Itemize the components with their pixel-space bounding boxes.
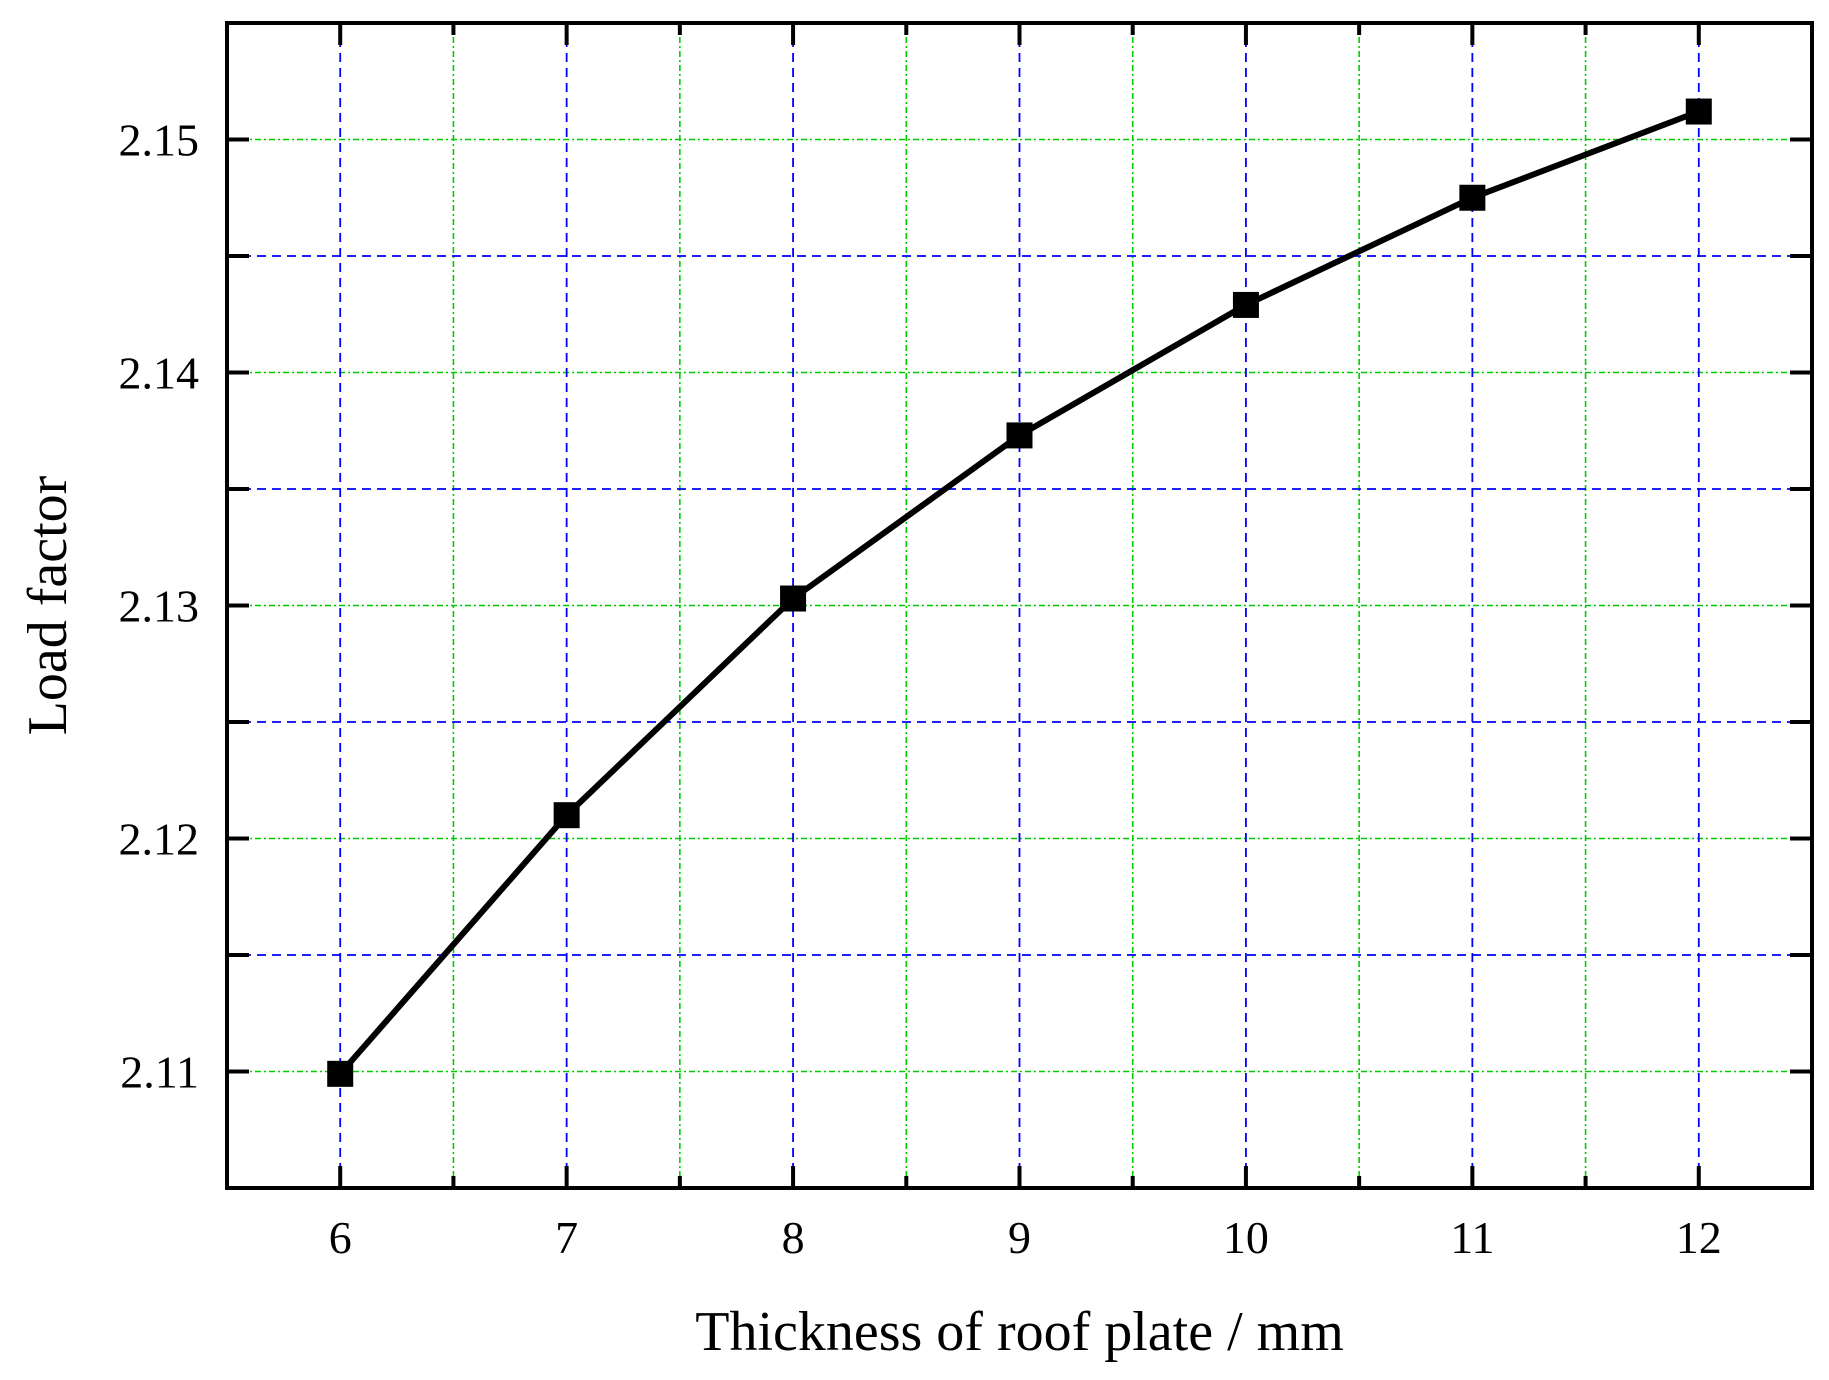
data-point-marker xyxy=(1459,184,1486,211)
y-tick-label: 2.15 xyxy=(119,115,200,166)
x-tick-label: 11 xyxy=(1450,1212,1494,1263)
y-tick-label: 2.12 xyxy=(119,814,200,865)
x-tick-label: 7 xyxy=(555,1212,578,1263)
x-axis-title: Thickness of roof plate / mm xyxy=(695,1301,1344,1363)
y-axis-title: Load factor xyxy=(17,475,79,735)
x-tick-label: 8 xyxy=(782,1212,805,1263)
data-series xyxy=(327,98,1712,1087)
x-tick-label: 12 xyxy=(1676,1212,1722,1263)
grid-lines xyxy=(227,23,1812,1188)
data-point-marker xyxy=(780,585,807,612)
y-tick-label: 2.14 xyxy=(119,348,200,399)
data-point-marker xyxy=(1232,291,1259,318)
plot-frame xyxy=(225,21,1814,1190)
data-point-marker xyxy=(1006,422,1033,449)
data-point-marker xyxy=(327,1060,354,1087)
x-tick-label: 9 xyxy=(1008,1212,1031,1263)
data-point-marker xyxy=(553,802,580,829)
x-tick-label: 10 xyxy=(1223,1212,1269,1263)
y-tick-labels: 2.11 2.12 2.13 2.14 2.15 xyxy=(119,115,200,1098)
y-tick-label: 2.11 xyxy=(120,1047,199,1098)
x-tick-label: 6 xyxy=(329,1212,352,1263)
data-point-marker xyxy=(1685,98,1712,125)
x-tick-labels: 6 7 8 9 10 11 12 xyxy=(329,1212,1722,1263)
y-tick-label: 2.13 xyxy=(119,581,200,632)
